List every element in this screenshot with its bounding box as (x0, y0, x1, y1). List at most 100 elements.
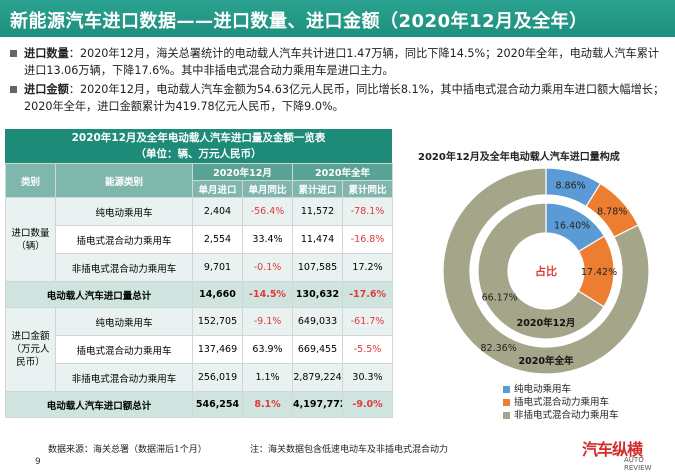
row-name: 插电式混合动力乘用车 (55, 335, 193, 364)
row-name: 插电式混合动力乘用车 (55, 225, 193, 254)
cell-cumulative: 4,197,772 (292, 391, 344, 418)
category-quantity: 进口数量（辆） (5, 197, 56, 282)
cell-cumulative-yoy: 30.3% (342, 363, 394, 392)
cell-monthly-yoy: 33.4% (241, 225, 294, 254)
row-name: 纯电动乘用车 (55, 307, 193, 336)
table-title-line2: （单位：辆、万元人民币） (135, 148, 262, 160)
header-energy: 能源类别 (55, 163, 193, 198)
bullet-square-icon (10, 50, 17, 57)
footer-note: 注：海关数据包含低速电动车及非插电式混合动力 (250, 445, 449, 455)
bullet-amount: 进口金额：2020年12月，电动载人汽车金额为54.63亿元人民币，同比增长8.… (8, 81, 668, 115)
legend-swatch (503, 399, 510, 406)
chart-title: 2020年12月及全年电动载人汽车进口量构成 (418, 152, 620, 163)
logo-subtext: AUTO REVIEW (624, 456, 652, 472)
donut-hole (516, 241, 576, 301)
cell-monthly-yoy: 1.1% (241, 363, 294, 392)
cell-monthly-yoy: -14.5% (241, 281, 294, 308)
bullet-label: 进口金额 (24, 83, 69, 96)
cell-cumulative-yoy: -78.1% (342, 197, 394, 226)
cell-monthly-yoy: 8.1% (241, 391, 294, 418)
cell-cumulative-yoy: -5.5% (342, 335, 394, 364)
slice-label: 8.86% (555, 180, 585, 191)
table-row-total: 电动载人汽车进口额总计 546,254 8.1% 4,197,772 -9.0% (5, 391, 394, 418)
cell-cumulative-yoy: -16.8% (342, 225, 394, 254)
table-row-total: 电动载人汽车进口量总计 14,660 -14.5% 130,632 -17.6% (5, 281, 394, 308)
legend-label: 非插电式混合动力乘用车 (514, 410, 619, 421)
table-row: 插电式混合动力乘用车 2,554 33.4% 11,474 -16.8% (5, 225, 394, 254)
header-december: 2020年12月 (191, 163, 294, 181)
row-name: 非插电式混合动力乘用车 (55, 253, 193, 282)
header-monthly-import: 单月进口 (192, 180, 243, 198)
data-table-panel: 2020年12月及全年电动载人汽车进口量及金额一览表 （单位：辆、万元人民币） … (5, 129, 394, 439)
legend-item: 非插电式混合动力乘用车 (503, 409, 619, 422)
cell-cumulative: 107,585 (292, 253, 344, 282)
table-row: 非插电式混合动力乘用车 256,019 1.1% 2,879,224 30.3% (5, 363, 394, 392)
cell-monthly-yoy: -0.1% (241, 253, 294, 282)
cell-monthly: 546,254 (192, 391, 243, 418)
cell-cumulative-yoy: 17.2% (342, 253, 394, 282)
donut-chart: 16.40% 17.42% 66.17% 8.86% 8.78% 82.36% 占比 2020… (442, 167, 650, 375)
table-row: 插电式混合动力乘用车 137,469 63.9% 669,455 -5.5% (5, 335, 394, 364)
slice-label: 17.42% (581, 267, 617, 278)
legend-label: 插电式混合动力乘用车 (514, 397, 610, 408)
cell-cumulative: 11,572 (292, 197, 344, 226)
cell-cumulative-yoy: -9.0% (342, 391, 394, 418)
slice-label: 82.36% (481, 343, 517, 354)
cell-monthly-yoy: -56.4% (241, 197, 294, 226)
cell-cumulative: 11,474 (292, 225, 344, 254)
table-row: 进口金额（万元人民币） 纯电动乘用车 152,705 -9.1% 649,033… (5, 307, 394, 392)
bullet-quantity: 进口数量：2020年12月，海关总署统计的电动载人汽车共计进口1.47万辆，同比… (8, 45, 668, 79)
legend-item: 纯电动乘用车 (503, 383, 619, 396)
bullet-label: 进口数量 (24, 47, 69, 60)
chart-legend: 纯电动乘用车 插电式混合动力乘用车 非插电式混合动力乘用车 (503, 383, 619, 422)
cell-cumulative: 2,879,224 (292, 363, 344, 392)
legend-label: 纯电动乘用车 (514, 384, 572, 395)
cell-monthly: 9,701 (192, 253, 243, 282)
summary-bullets: 进口数量：2020年12月，海关总署统计的电动载人汽车共计进口1.47万辆，同比… (8, 45, 668, 117)
cell-monthly: 137,469 (192, 335, 243, 364)
cell-monthly: 2,404 (192, 197, 243, 226)
bullet-square-icon (10, 86, 17, 93)
donut-slice-year-2 (442, 167, 650, 375)
page-number: 9 (35, 457, 41, 467)
category-amount: 进口金额（万元人民币） (5, 307, 56, 392)
donut-center-label: 占比 (535, 264, 557, 278)
row-name: 非插电式混合动力乘用车 (55, 363, 193, 392)
cell-cumulative: 130,632 (292, 281, 344, 308)
total-label: 电动载人汽车进口量总计 (5, 281, 193, 308)
header-cumulative-import: 累计进口 (292, 180, 344, 198)
slice-label: 66.17% (482, 292, 518, 303)
row-name: 纯电动乘用车 (55, 197, 193, 226)
cell-monthly: 14,660 (192, 281, 243, 308)
cell-cumulative-yoy: -17.6% (342, 281, 394, 308)
header-monthly-yoy: 单月同比 (241, 180, 294, 198)
donut-slice-dec-2 (477, 202, 605, 340)
import-table: 类别 能源类别 2020年12月 2020年全年 单月进口 单月同比 累计进口 … (5, 163, 394, 418)
cell-monthly-yoy: 63.9% (241, 335, 294, 364)
cell-monthly: 2,554 (192, 225, 243, 254)
cell-cumulative-yoy: -61.7% (342, 307, 394, 336)
total-label: 电动载人汽车进口额总计 (5, 391, 193, 418)
title-bar: 新能源汽车进口数据——进口数量、进口金额（2020年12月及全年） (0, 0, 675, 37)
table-row: 进口数量（辆） 纯电动乘用车 2,404 -56.4% 11,572 -78.1… (5, 197, 394, 282)
cell-cumulative: 649,033 (292, 307, 344, 336)
brand-logo: 汽车纵横 AUTO REVIEW (582, 436, 672, 472)
table-title-line1: 2020年12月及全年电动载人汽车进口量及金额一览表 (71, 132, 326, 144)
cell-cumulative: 669,455 (292, 335, 344, 364)
ring-label-dec: 2020年12月 (517, 317, 576, 329)
cell-monthly: 152,705 (192, 307, 243, 336)
table-row: 非插电式混合动力乘用车 9,701 -0.1% 107,585 17.2% (5, 253, 394, 282)
legend-item: 插电式混合动力乘用车 (503, 396, 619, 409)
header-year: 2020年全年 (292, 163, 394, 181)
slice-label: 8.78% (597, 206, 627, 217)
header-category: 类别 (5, 163, 56, 198)
ring-label-year: 2020年全年 (519, 355, 574, 367)
bullet-text: ：2020年12月，电动载人汽车金额为54.63亿元人民币，同比增长8.1%，其… (24, 83, 665, 113)
logo-text: 汽车纵横 (582, 440, 643, 459)
slice-label: 16.40% (554, 220, 590, 231)
legend-swatch (503, 412, 510, 419)
cell-monthly-yoy: -9.1% (241, 307, 294, 336)
table-title: 2020年12月及全年电动载人汽车进口量及金额一览表 （单位：辆、万元人民币） (5, 129, 392, 163)
footer-source: 数据来源：海关总署（数据滞后1个月） (48, 445, 207, 455)
legend-swatch (503, 386, 510, 393)
